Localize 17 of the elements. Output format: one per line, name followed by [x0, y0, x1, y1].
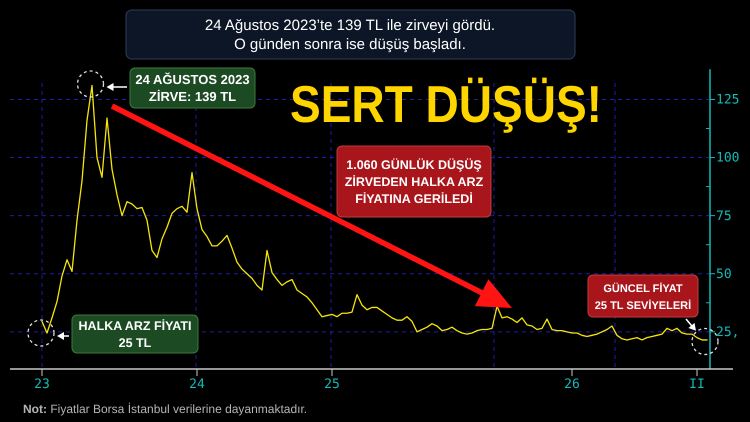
- x-tick-label: 25: [324, 377, 340, 392]
- annotation: HALKA ARZ FİYATI 25 TL: [78, 319, 192, 350]
- x-tick-label: 26: [564, 377, 580, 392]
- annotation: GÜNCEL FİYAT 25 TL SEVİYELERİ: [594, 282, 692, 312]
- y-tick-label: 75: [716, 208, 732, 224]
- chart-title: SERT DÜŞÜŞ!: [290, 76, 602, 134]
- annotation: 24 AĞUSTOS 2023 ZİRVE: 139 TL: [135, 72, 250, 104]
- x-tick-label: 24: [189, 377, 205, 392]
- chart-subtitle: 24 Ağustos 2023’te 139 TL ile zirveyi gördü. O günden sonra ise düşüş başladı.: [204, 17, 496, 53]
- text: Not: Fiyatlar Borsa İstanbul verilerine dayanmaktadır.: [23, 402, 308, 416]
- y-tick-label: 100: [716, 150, 740, 166]
- y-tick-label: 25,: [716, 324, 740, 340]
- x-tick-label: 23: [34, 377, 50, 392]
- x-tick-label: II: [689, 377, 705, 392]
- y-tick-label: 125: [716, 92, 740, 108]
- y-tick-label: 50: [716, 266, 732, 282]
- annotation: 1.060 GÜNLÜK DÜŞÜŞ ZİRVEDEN HALKA ARZ FİYATINA GERİLEDİ: [344, 158, 484, 206]
